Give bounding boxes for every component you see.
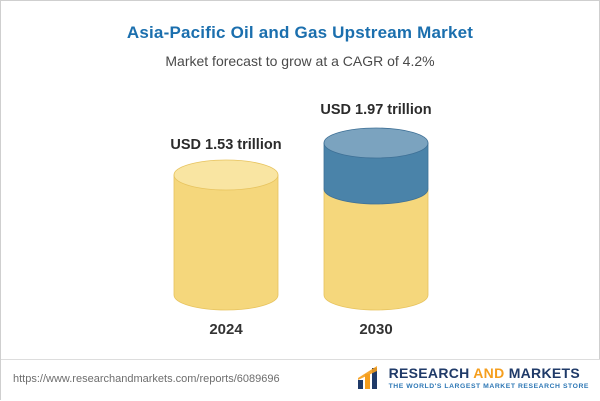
cylinder-bar-chart: USD 1.53 trillion USD 1.97 trillion 2024… [1, 1, 600, 361]
bar-2024-cylinder [173, 159, 279, 311]
footer-divider [1, 359, 600, 360]
category-label-2030: 2030 [359, 321, 393, 338]
brand-logo[interactable]: RESEARCH AND MARKETS THE WORLD'S LARGEST… [356, 365, 589, 391]
brand-text: RESEARCH AND MARKETS THE WORLD'S LARGEST… [388, 364, 589, 391]
report-url-link[interactable]: https://www.researchandmarkets.com/repor… [13, 373, 280, 385]
brand-tagline: THE WORLD'S LARGEST MARKET RESEARCH STOR… [388, 383, 589, 391]
bar-chart-logo-icon [357, 366, 377, 389]
value-label-2030: USD 1.97 trillion [320, 102, 432, 118]
brand-word-markets: MARKETS [508, 364, 581, 381]
brand-word-research: RESEARCH [388, 364, 470, 381]
category-label-2024: 2024 [209, 321, 243, 338]
brand-name: RESEARCH AND MARKETS [388, 364, 581, 381]
footer: https://www.researchandmarkets.com/repor… [1, 360, 600, 401]
chart-subtitle: Market forecast to grow at a CAGR of 4.2… [165, 53, 435, 69]
bar-2030-cylinder [323, 127, 429, 311]
chart-title: Asia-Pacific Oil and Gas Upstream Market [126, 23, 474, 42]
value-label-2024: USD 1.53 trillion [170, 137, 282, 153]
brand-word-and: AND [473, 364, 505, 381]
